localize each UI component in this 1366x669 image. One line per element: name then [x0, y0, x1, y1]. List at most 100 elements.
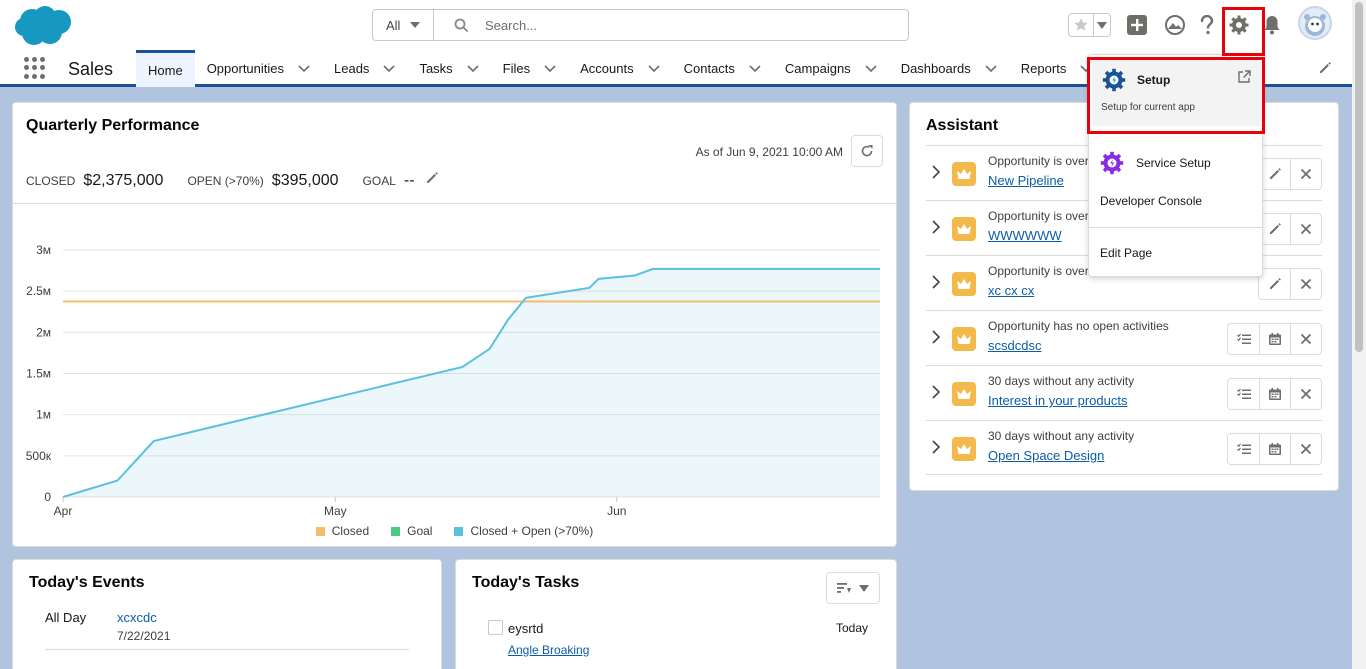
- favorites-dropdown-button[interactable]: [1093, 14, 1110, 36]
- chevron-down-icon[interactable]: [467, 61, 479, 76]
- nav-tab-accounts[interactable]: Accounts: [568, 50, 671, 87]
- setup-menu-item[interactable]: Setup Setup for current app: [1092, 60, 1261, 126]
- search-scope-select[interactable]: All: [373, 10, 434, 40]
- highlight-box-setup: [1087, 57, 1265, 134]
- trailhead-button[interactable]: [1163, 13, 1187, 37]
- notifications-button[interactable]: [1260, 13, 1284, 37]
- nav-tab-dashboards[interactable]: Dashboards: [889, 50, 1009, 87]
- assistant-row-link[interactable]: xc cx cx: [988, 283, 1035, 298]
- chevron-right-icon[interactable]: [932, 275, 941, 292]
- calendar-icon[interactable]: [1259, 324, 1290, 354]
- global-header: All Search...: [0, 0, 1352, 50]
- gear-icon: [1229, 15, 1249, 35]
- chevron-right-icon[interactable]: [932, 440, 941, 457]
- y-tick-label: 1м: [36, 408, 51, 422]
- close-icon[interactable]: [1290, 214, 1321, 244]
- chevron-down-icon[interactable]: [749, 61, 761, 76]
- card-title: Assistant: [926, 117, 999, 134]
- x-tick-label: Jun: [607, 504, 626, 518]
- setup-gear-button[interactable]: [1227, 13, 1251, 37]
- task-related-link[interactable]: Angle Broaking: [508, 643, 590, 657]
- edit-nav-button[interactable]: [1318, 61, 1332, 78]
- chevron-right-icon[interactable]: [932, 220, 941, 237]
- task-checkbox[interactable]: [488, 620, 503, 635]
- sort-icon: [837, 583, 851, 593]
- chevron-down-icon[interactable]: [383, 61, 396, 76]
- refresh-icon: [861, 145, 873, 157]
- search-icon: [454, 18, 468, 32]
- assistant-row-actions: [1227, 433, 1322, 465]
- quarterly-performance-card: Quarterly Performance As of Jun 9, 2021 …: [12, 102, 897, 547]
- task-sort-filter-button[interactable]: [826, 572, 880, 604]
- assistant-row-link[interactable]: New Pipeline: [988, 173, 1064, 188]
- service-setup-item[interactable]: Service Setup: [1136, 156, 1211, 170]
- assistant-row-link[interactable]: Open Space Design: [988, 448, 1105, 463]
- chevron-down-icon[interactable]: [865, 61, 877, 76]
- chevron-down-icon[interactable]: [298, 61, 310, 76]
- close-icon[interactable]: [1290, 324, 1321, 354]
- chevron-right-icon[interactable]: [932, 330, 941, 347]
- new-task-icon[interactable]: [1228, 379, 1259, 409]
- chevron-down-icon[interactable]: [648, 61, 660, 76]
- edit-page-item[interactable]: Edit Page: [1100, 246, 1153, 260]
- nav-tab-label: Campaigns: [784, 61, 851, 76]
- assistant-row-link[interactable]: Interest in your products: [988, 393, 1128, 408]
- calendar-icon[interactable]: [1259, 434, 1290, 464]
- goal-label: GOAL: [362, 174, 396, 188]
- legend-item: Closed + Open (>70%): [454, 524, 593, 538]
- help-button[interactable]: [1195, 13, 1219, 37]
- chart-legend: Closed Goal Closed + Open (>70%): [13, 524, 896, 538]
- close-icon[interactable]: [1290, 159, 1321, 189]
- new-task-icon[interactable]: [1228, 324, 1259, 354]
- opportunity-crown-icon: [952, 217, 976, 241]
- assistant-row-link[interactable]: WWWWWW: [988, 228, 1062, 243]
- salesforce-logo[interactable]: [14, 4, 74, 49]
- closed-open-line: [62, 267, 880, 498]
- nav-tabs: Home Opportunities Leads Tasks Files Accounts…: [136, 50, 1104, 87]
- global-actions-button[interactable]: [1125, 13, 1149, 37]
- chevron-down-icon[interactable]: [544, 61, 556, 76]
- nav-tab-contacts[interactable]: Contacts: [672, 50, 773, 87]
- nav-tab-leads[interactable]: Leads: [322, 50, 407, 87]
- nav-tab-campaigns[interactable]: Campaigns: [773, 50, 889, 87]
- developer-console-item[interactable]: Developer Console: [1100, 194, 1203, 208]
- assistant-row-text: 30 days without any activity: [988, 374, 1135, 388]
- nav-tab-files[interactable]: Files: [491, 50, 568, 87]
- calendar-icon[interactable]: [1259, 379, 1290, 409]
- page-scrollbar[interactable]: [1352, 0, 1366, 669]
- y-tick-label: 2м: [36, 325, 51, 339]
- search-placeholder: Search...: [485, 17, 538, 33]
- event-link[interactable]: xcxcdc: [117, 610, 157, 625]
- favorites-group[interactable]: [1068, 13, 1111, 37]
- nav-tab-opportunities[interactable]: Opportunities: [195, 50, 322, 87]
- nav-tab-tasks[interactable]: Tasks: [407, 50, 490, 87]
- external-link-icon[interactable]: [1237, 70, 1251, 87]
- search-input[interactable]: Search...: [434, 10, 908, 40]
- pencil-icon[interactable]: [1259, 269, 1290, 299]
- chevron-down-icon[interactable]: [985, 61, 997, 76]
- closed-open-area: [63, 268, 880, 497]
- scrollbar-thumb[interactable]: [1355, 2, 1363, 352]
- edit-goal-button[interactable]: [425, 171, 439, 188]
- chevron-right-icon[interactable]: [932, 385, 941, 402]
- opportunity-crown-icon: [952, 162, 976, 186]
- chevron-right-icon[interactable]: [932, 165, 941, 182]
- new-task-icon[interactable]: [1228, 434, 1259, 464]
- opportunity-crown-icon: [952, 382, 976, 406]
- nav-tab-home[interactable]: Home: [136, 50, 195, 87]
- avatar[interactable]: [1298, 6, 1332, 40]
- card-title: Today's Tasks: [472, 574, 580, 591]
- close-icon[interactable]: [1290, 269, 1321, 299]
- assistant-row-link[interactable]: scsdcdsc: [988, 338, 1042, 353]
- global-search[interactable]: All Search...: [372, 9, 909, 41]
- todays-events-card: Today's Events All Day xcxcdc 7/22/2021: [12, 559, 442, 669]
- pencil-icon[interactable]: [1259, 214, 1290, 244]
- app-launcher-icon[interactable]: [24, 57, 46, 79]
- star-icon[interactable]: [1069, 14, 1093, 36]
- close-icon[interactable]: [1290, 434, 1321, 464]
- opportunity-crown-icon: [952, 272, 976, 296]
- close-icon[interactable]: [1290, 379, 1321, 409]
- pencil-icon[interactable]: [1259, 159, 1290, 189]
- refresh-button[interactable]: [851, 135, 883, 167]
